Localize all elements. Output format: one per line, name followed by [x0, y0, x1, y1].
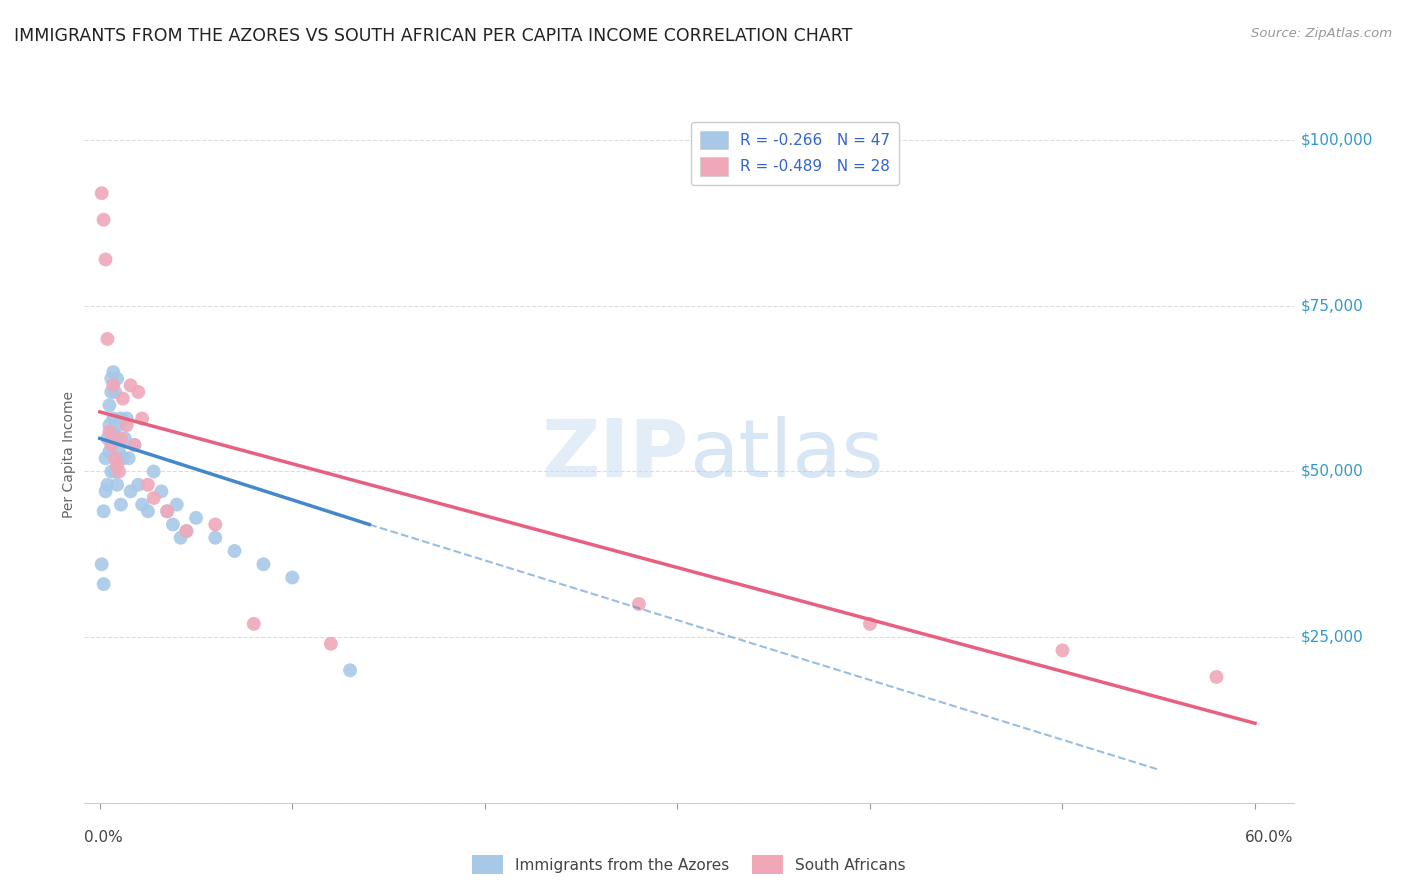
Legend: R = -0.266   N = 47, R = -0.489   N = 28: R = -0.266 N = 47, R = -0.489 N = 28 — [690, 121, 898, 185]
Point — [252, 558, 274, 572]
Point — [127, 384, 149, 399]
Point — [104, 465, 127, 479]
Point — [127, 477, 149, 491]
Legend: Immigrants from the Azores, South Africans: Immigrants from the Azores, South Africa… — [467, 849, 911, 880]
Text: IMMIGRANTS FROM THE AZORES VS SOUTH AFRICAN PER CAPITA INCOME CORRELATION CHART: IMMIGRANTS FROM THE AZORES VS SOUTH AFRI… — [14, 27, 852, 45]
Point — [93, 577, 115, 591]
Point — [108, 444, 131, 458]
Point — [93, 212, 115, 227]
Point — [93, 504, 115, 518]
Point — [204, 517, 226, 532]
Point — [166, 498, 188, 512]
Point — [184, 511, 207, 525]
Point — [162, 517, 184, 532]
Point — [115, 411, 138, 425]
Point — [98, 444, 121, 458]
Text: $75,000: $75,000 — [1301, 298, 1364, 313]
Point — [281, 570, 304, 584]
Point — [243, 616, 266, 631]
Point — [169, 531, 191, 545]
Point — [103, 365, 125, 379]
Point — [156, 504, 179, 518]
Point — [114, 431, 136, 445]
Point — [96, 332, 118, 346]
Point — [111, 451, 134, 466]
Point — [110, 498, 132, 512]
Point — [110, 411, 132, 425]
Point — [105, 458, 128, 472]
Point — [94, 484, 117, 499]
Point — [204, 531, 226, 545]
Point — [120, 484, 142, 499]
Point — [103, 425, 125, 439]
Point — [131, 498, 153, 512]
Text: $100,000: $100,000 — [1301, 133, 1372, 148]
Point — [103, 378, 125, 392]
Point — [105, 477, 128, 491]
Text: atlas: atlas — [689, 416, 883, 494]
Point — [176, 524, 198, 538]
Point — [98, 425, 121, 439]
Point — [96, 431, 118, 445]
Text: Source: ZipAtlas.com: Source: ZipAtlas.com — [1251, 27, 1392, 40]
Point — [627, 597, 650, 611]
Point — [142, 465, 165, 479]
Point — [108, 418, 131, 433]
Point — [90, 558, 112, 572]
Point — [100, 465, 122, 479]
Point — [94, 451, 117, 466]
Point — [319, 637, 342, 651]
Point — [100, 372, 122, 386]
Point — [90, 186, 112, 201]
Y-axis label: Per Capita Income: Per Capita Income — [62, 392, 76, 518]
Point — [176, 524, 198, 538]
Point — [150, 484, 173, 499]
Text: ZIP: ZIP — [541, 416, 689, 494]
Point — [105, 372, 128, 386]
Point — [111, 392, 134, 406]
Point — [100, 384, 122, 399]
Point — [98, 418, 121, 433]
Point — [117, 451, 139, 466]
Text: 60.0%: 60.0% — [1246, 830, 1294, 845]
Point — [224, 544, 246, 558]
Point — [96, 477, 118, 491]
Point — [94, 252, 117, 267]
Point — [115, 418, 138, 433]
Point — [1205, 670, 1227, 684]
Point — [110, 431, 132, 445]
Point — [103, 411, 125, 425]
Point — [339, 663, 361, 677]
Point — [156, 504, 179, 518]
Point — [136, 504, 159, 518]
Text: $25,000: $25,000 — [1301, 630, 1364, 645]
Point — [859, 616, 882, 631]
Point — [142, 491, 165, 505]
Point — [120, 378, 142, 392]
Point — [136, 477, 159, 491]
Point — [131, 411, 153, 425]
Text: 0.0%: 0.0% — [84, 830, 124, 845]
Point — [104, 384, 127, 399]
Point — [100, 438, 122, 452]
Point — [108, 465, 131, 479]
Point — [104, 431, 127, 445]
Point — [124, 438, 146, 452]
Point — [124, 438, 146, 452]
Text: $50,000: $50,000 — [1301, 464, 1364, 479]
Point — [1052, 643, 1074, 657]
Point — [98, 398, 121, 412]
Point — [104, 451, 127, 466]
